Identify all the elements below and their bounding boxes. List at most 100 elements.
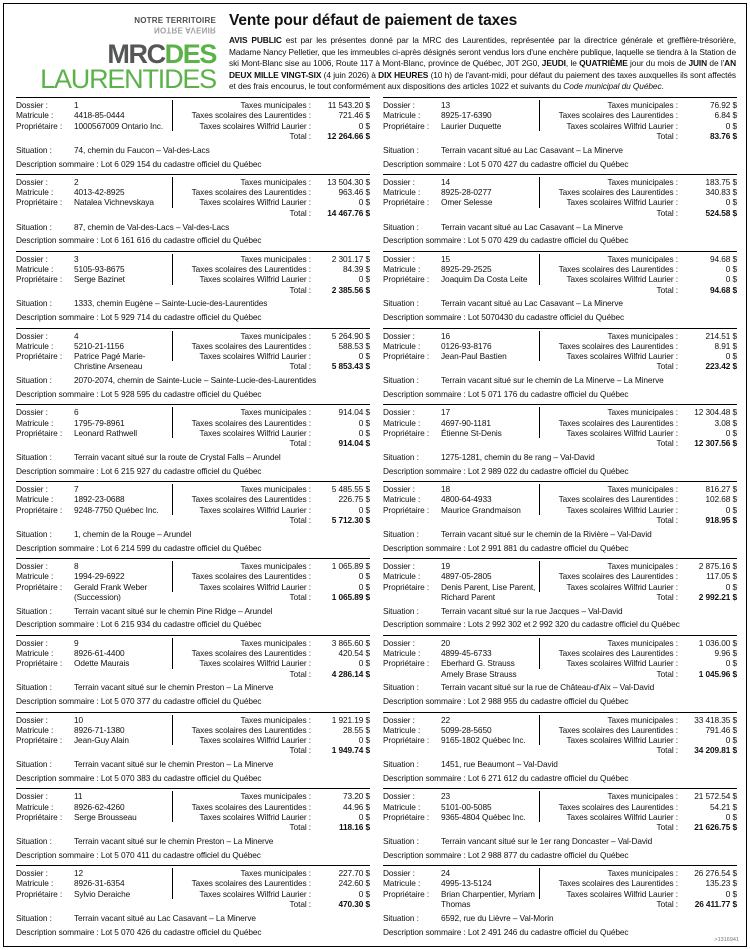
dossier-identity: Dossier : 13 Matricule : 8925-17-6390 Prop… xyxy=(383,100,539,141)
total-label: Total : xyxy=(289,438,312,449)
description-label: Description sommaire : xyxy=(16,696,99,707)
taxes-wilfrid-laurier-label: Taxes scolaires Wilfrid Laurier : xyxy=(566,581,678,592)
description-value: Lot 2 991 881 du cadastre officiel du Qu… xyxy=(467,542,629,553)
total-value: 5 712.30 $ xyxy=(331,515,370,526)
taxes-laurentides-value: 9.96 $ xyxy=(714,648,738,659)
tax-lines: Taxes municipales : 11 543.20 $ Taxes sco… xyxy=(171,100,370,131)
dossier-block: Dossier : 8 Matricule : 1994-29-6922 Propr… xyxy=(16,557,370,634)
proprietaire-label: Propriétaire : xyxy=(16,427,63,438)
dossier-block: Dossier : 10 Matricule : 8926-71-1380 Prop… xyxy=(16,711,370,788)
taxes-laurentides-value: 28.55 $ xyxy=(343,724,370,735)
situation-value: Terrain vacant situé sur la route de Cry… xyxy=(74,452,281,462)
proprietaire-label: Propriétaire : xyxy=(383,811,430,822)
situation-value: Terrain vacant situé sur le chemin Prest… xyxy=(74,759,274,770)
matricule-label: Matricule : xyxy=(383,110,421,121)
tax-lines: Taxes municipales : 26 276.54 $ Taxes sco… xyxy=(538,868,737,900)
total-value: 14 467.76 $ xyxy=(327,207,370,218)
dossier-block: Dossier : 23 Matricule : 5101-00-5085 Prop… xyxy=(383,788,737,864)
dossier-taxes: Taxes municipales : 2 301.17 $ Taxes scol… xyxy=(171,253,370,295)
description-label: Description sommaire : xyxy=(16,388,99,399)
situation-row: Situation : 87, chemin de Val-des-Lacs – … xyxy=(16,222,370,232)
description-label: Description sommaire : xyxy=(383,465,466,476)
taxes-wilfrid-laurier-label: Taxes scolaires Wilfrid Laurier : xyxy=(566,120,678,131)
taxes-municipales-label: Taxes municipales : xyxy=(240,330,311,341)
dossier-label: Dossier : xyxy=(383,484,415,495)
taxes-wilfrid-laurier-label: Taxes scolaires Wilfrid Laurier : xyxy=(566,658,678,669)
description-row: Description sommaire : Lot 6 215 927 du … xyxy=(16,466,370,476)
taxes-wilfrid-laurier-label: Taxes scolaires Wilfrid Laurier : xyxy=(566,427,678,438)
dossier-taxes: Taxes municipales : 3 865.60 $ Taxes scol… xyxy=(171,637,370,679)
taxes-municipales-label: Taxes municipales : xyxy=(607,253,678,264)
taxes-municipales-label: Taxes municipales : xyxy=(607,791,678,802)
taxes-municipales-label: Taxes municipales : xyxy=(240,407,311,418)
total-value: 914.04 $ xyxy=(338,438,370,449)
situation-row: Situation : 1, chemin de la Rouge – Arund… xyxy=(16,529,370,539)
proprietaire-label: Propriétaire : xyxy=(16,197,63,208)
dossier-taxes: Taxes municipales : 5 485.55 $ Taxes scol… xyxy=(171,484,370,526)
situation-row: Situation : Terrain vacant situé au Lac C… xyxy=(16,913,370,923)
description-label: Description sommaire : xyxy=(16,235,99,246)
dossier-taxes: Taxes municipales : 94.68 $ Taxes scolair… xyxy=(538,253,737,295)
taxes-municipales-label: Taxes municipales : xyxy=(607,714,678,725)
taxes-wilfrid-laurier-value: 0 $ xyxy=(358,427,370,438)
dossier-identity: Dossier : 17 Matricule : 4697-90-1181 Prop… xyxy=(383,407,539,448)
dossier-number: 15 xyxy=(441,253,451,264)
taxes-municipales-value: 13 504.30 $ xyxy=(327,176,370,187)
taxes-municipales-label: Taxes municipales : xyxy=(607,560,678,571)
proprietaire-label: Propriétaire : xyxy=(383,197,430,208)
total-label: Total : xyxy=(289,591,312,602)
dossier-label: Dossier : xyxy=(16,100,48,111)
situation-value: 1275-1281, chemin du 8e rang – Val-David xyxy=(441,452,595,462)
situation-value: Terrain vacant situé sur le chemin Prest… xyxy=(74,836,274,847)
dossier-top-grid: Dossier : 19 Matricule : 4897-05-2805 Prop… xyxy=(383,560,737,602)
description-row: Description sommaire : Lot 2 491 246 du … xyxy=(383,927,737,937)
dossier-block: Dossier : 20 Matricule : 4899-45-6733 Prop… xyxy=(383,634,738,711)
taxes-municipales-value: 183.75 $ xyxy=(705,176,737,187)
proprietaire-value: Omer Selesse xyxy=(441,197,493,208)
situation-value: 1, chemin de la Rouge – Arundel xyxy=(74,528,192,539)
description-label: Description sommaire : xyxy=(383,235,466,246)
dossier-taxes: Taxes municipales : 2 875.16 $ Taxes scol… xyxy=(538,560,737,602)
page-title: Vente pour défaut de paiement de taxes xyxy=(229,12,518,29)
dossier-identity: Dossier : 3 Matricule : 5105-93-8675 Propr… xyxy=(16,254,172,295)
matricule-label: Matricule : xyxy=(16,494,54,505)
proprietaire-value: Eberhard G. Strauss Amely Brase Strauss xyxy=(441,658,517,679)
dossier-identity: Dossier : 16 Matricule : 0126-93-8176 Prop… xyxy=(383,331,539,372)
matricule-value: 1892-23-0688 xyxy=(74,494,125,505)
taxes-laurentides-value: 6.84 $ xyxy=(714,110,738,121)
dossier-label: Dossier : xyxy=(16,791,48,802)
matricule-label: Matricule : xyxy=(16,724,54,735)
description-value: Lot 6 161 616 du cadastre officiel du Qu… xyxy=(100,235,262,246)
description-row: Description sommaire : Lot 6 271 612 du … xyxy=(383,773,737,783)
taxes-municipales-value: 21 572.54 $ xyxy=(694,791,737,802)
dossier-identity: Dossier : 19 Matricule : 4897-05-2805 Prop… xyxy=(383,561,539,602)
description-label: Description sommaire : xyxy=(383,542,466,553)
dossier-top-grid: Dossier : 11 Matricule : 8926-62-4260 Prop… xyxy=(16,791,370,832)
taxes-municipales-label: Taxes municipales : xyxy=(607,330,678,341)
description-value: Lot 5 070 377 du cadastre officiel du Qu… xyxy=(100,696,262,707)
dossier-number: 19 xyxy=(441,560,451,571)
description-value: Lot 5 070 429 du cadastre officiel du Qu… xyxy=(467,235,629,246)
dossier-top-grid: Dossier : 3 Matricule : 5105-93-8675 Propr… xyxy=(16,253,370,295)
taxes-wilfrid-laurier-label: Taxes scolaires Wilfrid Laurier : xyxy=(566,504,678,515)
matricule-value: 5210-21-1156 xyxy=(74,340,124,351)
matricule-label: Matricule : xyxy=(383,724,421,735)
taxes-wilfrid-laurier-label: Taxes scolaires Wilfrid Laurier : xyxy=(199,581,311,592)
matricule-value: 4899-45-6733 xyxy=(441,648,492,659)
dossier-label: Dossier : xyxy=(383,407,415,418)
proprietaire-value: Serge Brousseau xyxy=(74,811,137,822)
dossier-taxes: Taxes municipales : 1 065.89 $ Taxes scol… xyxy=(171,560,370,602)
taxes-wilfrid-laurier-label: Taxes scolaires Wilfrid Laurier : xyxy=(199,811,311,822)
total-value: 12 264.66 $ xyxy=(327,130,370,141)
mrc-laurentides-logo: NOTRE TERRITOIRE NOTRE AVENIR MRCDES LAU… xyxy=(18,11,220,93)
tax-lines: Taxes municipales : 227.70 $ Taxes scolai… xyxy=(171,868,370,900)
dossier-number: 14 xyxy=(441,176,451,187)
matricule-label: Matricule : xyxy=(16,878,54,889)
total-value: 524.58 $ xyxy=(705,207,737,218)
tax-lines: Taxes municipales : 12 304.48 $ Taxes sco… xyxy=(538,407,737,439)
total-label: Total : xyxy=(656,207,679,218)
dossier-block: Dossier : 12 Matricule : 8926-31-6354 Prop… xyxy=(16,865,370,941)
taxes-wilfrid-laurier-value: 0 $ xyxy=(358,735,370,746)
dossier-taxes: Taxes municipales : 21 572.54 $ Taxes sco… xyxy=(538,791,737,832)
dossier-label: Dossier : xyxy=(383,253,415,264)
